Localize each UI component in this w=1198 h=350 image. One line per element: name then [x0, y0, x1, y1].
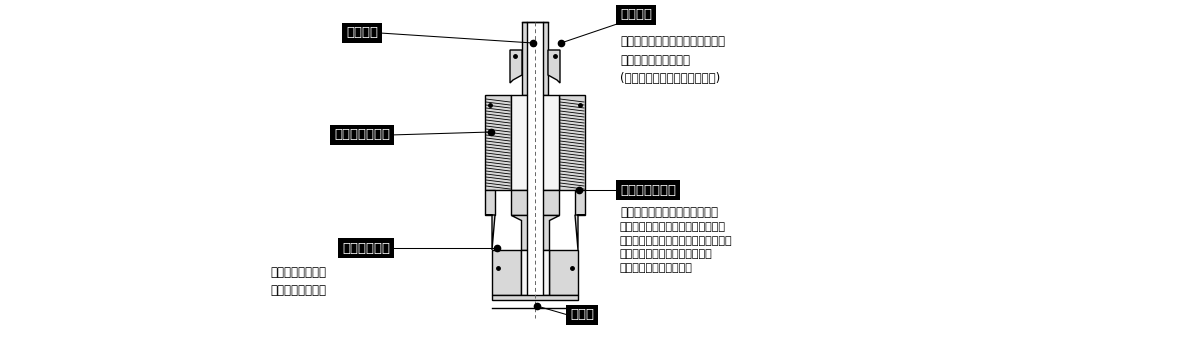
- Text: ユニオンナット: ユニオンナット: [334, 128, 391, 141]
- Text: チューブホールド機構により確实な
チューブ挿入感触が得られ、チューブ
締付作業時に、チューブが脱落
することもありません。: チューブホールド機構により確实な チューブ挿入感触が得られ、チューブ 締付作業時…: [621, 222, 733, 273]
- Text: 金属スリーブによる強固な保持力
軟質銅管にも使用可能
(ウレタンチューブは使用不可): 金属スリーブによる強固な保持力 軟質銅管にも使用可能 (ウレタンチューブは使用不…: [621, 35, 725, 85]
- Bar: [543, 22, 547, 95]
- Bar: [527, 22, 543, 318]
- Bar: [512, 190, 527, 215]
- Text: チューブホルダ: チューブホルダ: [621, 183, 676, 196]
- Text: 締付作業時のチューブ脱落防止: 締付作業時のチューブ脱落防止: [621, 206, 718, 219]
- Bar: [543, 250, 549, 295]
- Bar: [575, 190, 585, 215]
- Polygon shape: [512, 215, 527, 250]
- Polygon shape: [547, 50, 559, 83]
- Text: チューブ: チューブ: [346, 27, 379, 40]
- Polygon shape: [510, 50, 522, 83]
- Text: ボディ: ボディ: [570, 308, 594, 322]
- Text: フレアエッジ: フレアエッジ: [341, 241, 391, 254]
- Polygon shape: [575, 215, 585, 250]
- Polygon shape: [543, 215, 559, 250]
- Polygon shape: [485, 215, 495, 250]
- Bar: [543, 190, 559, 215]
- Text: スリーブ: スリーブ: [621, 8, 652, 21]
- Bar: [485, 95, 512, 190]
- Bar: [559, 95, 585, 190]
- Bar: [549, 250, 577, 295]
- Bar: [492, 250, 521, 295]
- Bar: [521, 250, 527, 295]
- Bar: [512, 95, 527, 190]
- Text: チューブが内側に
変形するのを防止: チューブが内側に 変形するのを防止: [270, 266, 326, 298]
- Bar: [543, 95, 559, 190]
- Bar: [492, 295, 577, 300]
- Bar: [522, 22, 527, 95]
- Bar: [485, 190, 495, 215]
